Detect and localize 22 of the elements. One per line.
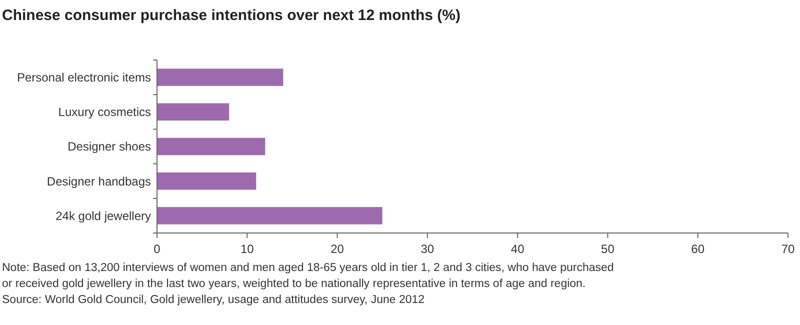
bar <box>157 103 230 121</box>
y-tick-label: 24k gold jewellery <box>56 208 151 223</box>
bar <box>157 207 382 224</box>
bar <box>157 138 266 156</box>
text: Note: Based on 13,200 interviews of women and men aged 18-65 years old in tier 1, 2 and 3 cities, who have purchased <box>2 262 614 274</box>
x-tick-label: 40 <box>510 242 525 256</box>
x-tick-label: 50 <box>601 242 615 256</box>
x-tick-label: 70 <box>781 242 795 256</box>
bar <box>157 68 284 86</box>
y-tick-label: Personal electronic items <box>16 70 151 84</box>
source-note: Source: World Gold Council, Gold jewellery, usage and attitudes survey, June 2012 <box>2 294 425 306</box>
x-tick-label: 0 <box>154 242 161 256</box>
x-tick-label: 30 <box>420 242 434 256</box>
y-tick-label: Luxury cosmetics <box>58 105 151 120</box>
y-tick-label: Designer handbags <box>46 174 151 188</box>
x-tick-label: 60 <box>691 242 705 256</box>
x-tick-label: 20 <box>330 242 344 256</box>
text: or received gold jewellery in the last two years, weighted to be nationally representative in terms of age and region. <box>2 278 586 290</box>
x-tick-label: 10 <box>240 242 254 256</box>
bar <box>157 172 256 190</box>
chart-title: Chinese consumer purchase intentions over next 12 months (%) <box>2 7 460 24</box>
y-tick-label: Designer shoes <box>68 140 151 154</box>
